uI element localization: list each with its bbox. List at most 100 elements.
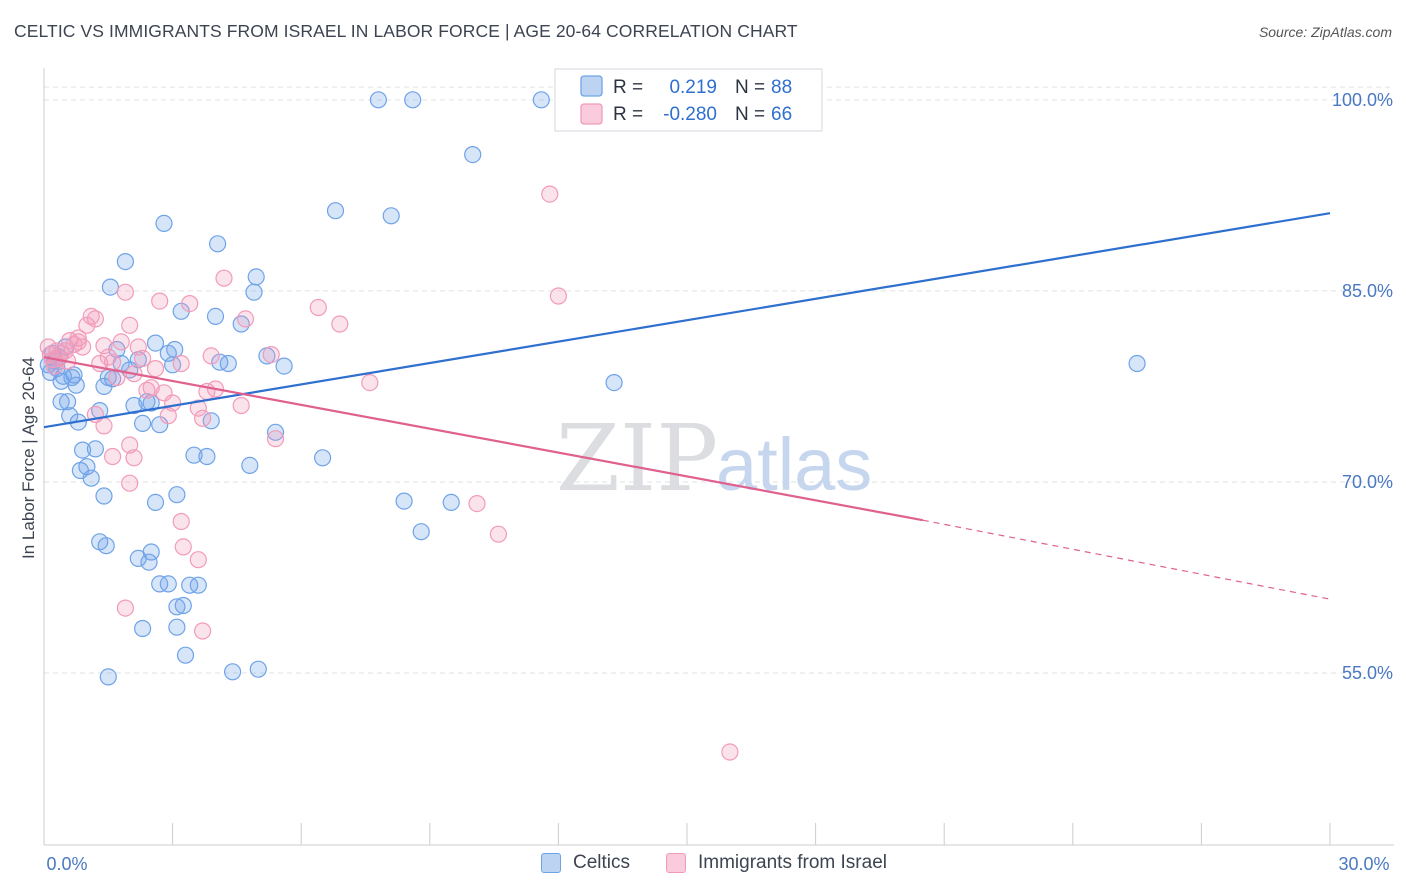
trend-line-celtics bbox=[43, 212, 1331, 429]
legend-n-label-1: N = bbox=[735, 77, 765, 98]
point-celtics-16 bbox=[73, 441, 92, 459]
chart-title: CELTIC VS IMMIGRANTS FROM ISRAEL IN LABO… bbox=[14, 21, 798, 41]
point-israel-57 bbox=[116, 599, 135, 617]
point-israel-39 bbox=[202, 347, 220, 365]
point-israel-32 bbox=[159, 407, 177, 425]
point-israel-41 bbox=[215, 269, 233, 287]
point-israel-56 bbox=[194, 622, 212, 640]
legend-r-value-2: -0.280 bbox=[663, 104, 717, 125]
point-celtics-31 bbox=[134, 414, 152, 432]
point-celtics-35 bbox=[151, 416, 169, 434]
point-celtics-58 bbox=[369, 91, 387, 109]
point-celtics-12 bbox=[65, 366, 83, 384]
point-celtics-29 bbox=[125, 396, 143, 415]
point-celtics-68 bbox=[52, 393, 70, 411]
x-tick-label-min: 0.0% bbox=[46, 854, 87, 874]
point-israel-37 bbox=[194, 409, 212, 427]
point-israel-20 bbox=[108, 368, 126, 387]
point-celtics-78 bbox=[168, 598, 186, 616]
point-israel-49 bbox=[541, 185, 559, 203]
point-israel-48 bbox=[361, 374, 379, 392]
trend-line-israel bbox=[43, 356, 923, 522]
trend-line-extension-israel bbox=[922, 519, 1331, 600]
point-celtics-40 bbox=[168, 486, 186, 504]
point-celtics-87 bbox=[134, 619, 152, 638]
point-israel-33 bbox=[164, 394, 182, 412]
point-celtics-85 bbox=[224, 663, 242, 681]
point-celtics-33 bbox=[142, 394, 160, 412]
point-israel-23 bbox=[121, 316, 139, 334]
point-celtics-76 bbox=[151, 575, 169, 593]
point-celtics-45 bbox=[206, 307, 225, 325]
point-israel-28 bbox=[142, 379, 160, 397]
x-tick-label-max: 30.0% bbox=[1338, 854, 1389, 874]
point-israel-51 bbox=[468, 495, 486, 513]
legend-n-value-2: 66 bbox=[771, 104, 792, 125]
point-celtics-27 bbox=[116, 253, 135, 271]
point-israel-65 bbox=[69, 333, 87, 351]
series-israel bbox=[39, 185, 739, 761]
point-celtics-56 bbox=[314, 449, 332, 467]
point-celtics-80 bbox=[181, 576, 199, 594]
point-israel-58 bbox=[121, 474, 139, 492]
point-celtics-18 bbox=[82, 469, 100, 487]
celtics-swatch bbox=[541, 853, 561, 873]
point-celtics-73 bbox=[140, 553, 158, 571]
point-celtics-57 bbox=[326, 202, 345, 220]
point-celtics-13 bbox=[67, 376, 85, 394]
point-celtics-51 bbox=[245, 283, 263, 301]
point-celtics-74 bbox=[142, 543, 160, 561]
point-israel-36 bbox=[189, 399, 207, 417]
axes bbox=[43, 68, 1394, 846]
point-israel-61 bbox=[103, 447, 122, 466]
point-israel-46 bbox=[309, 298, 327, 317]
legend-item-israel[interactable]: Immigrants from Israel bbox=[666, 852, 887, 874]
legend-label-israel: Immigrants from Israel bbox=[698, 852, 887, 873]
legend-swatch-israel bbox=[580, 103, 603, 125]
point-israel-11 bbox=[69, 329, 87, 347]
watermark: ZIP atlas bbox=[556, 405, 872, 512]
point-celtics-48 bbox=[219, 354, 237, 373]
point-celtics-84 bbox=[99, 668, 117, 686]
point-celtics-71 bbox=[97, 537, 115, 555]
point-israel-35 bbox=[181, 295, 199, 313]
point-celtics-63 bbox=[442, 493, 460, 511]
point-israel-43 bbox=[236, 310, 255, 328]
point-celtics-39 bbox=[166, 340, 184, 359]
legend-r-label-2: R = bbox=[613, 104, 643, 125]
point-israel-53 bbox=[172, 512, 190, 531]
point-celtics-23 bbox=[101, 278, 120, 296]
point-israel-42 bbox=[232, 396, 250, 415]
point-celtics-9 bbox=[58, 393, 77, 411]
point-israel-64 bbox=[721, 743, 739, 761]
point-israel-62 bbox=[121, 436, 139, 454]
point-israel-60 bbox=[95, 417, 113, 435]
point-israel-63 bbox=[125, 449, 143, 467]
series-celtics bbox=[39, 91, 1146, 686]
point-israel-34 bbox=[172, 354, 190, 373]
point-celtics-50 bbox=[241, 456, 259, 474]
legend-n-value-1: 88 bbox=[771, 77, 792, 98]
watermark-zip: ZIP bbox=[556, 405, 718, 512]
point-celtics-82 bbox=[168, 618, 186, 636]
point-celtics-36 bbox=[155, 214, 173, 232]
point-celtics-52 bbox=[247, 268, 265, 286]
point-celtics-66 bbox=[605, 374, 623, 392]
point-israel-50 bbox=[549, 287, 568, 305]
legend-item-celtics[interactable]: Celtics bbox=[541, 852, 630, 874]
point-israel-21 bbox=[112, 333, 130, 351]
y-tick-label-100: 100.0% bbox=[1332, 90, 1393, 110]
legend-n-label-2: N = bbox=[735, 104, 765, 125]
point-celtics-61 bbox=[404, 91, 422, 109]
legend-r-value-1: 0.219 bbox=[669, 77, 717, 98]
watermark-atlas: atlas bbox=[716, 423, 872, 506]
point-israel-15 bbox=[86, 310, 105, 328]
point-celtics-62 bbox=[412, 523, 430, 541]
trend-lines bbox=[43, 212, 1331, 600]
point-celtics-55 bbox=[266, 423, 285, 441]
point-celtics-77 bbox=[159, 575, 177, 593]
point-celtics-34 bbox=[146, 334, 165, 352]
y-tick-labels: 55.0% 70.0% 85.0% 100.0% bbox=[1332, 90, 1393, 683]
point-israel-45 bbox=[266, 430, 285, 448]
